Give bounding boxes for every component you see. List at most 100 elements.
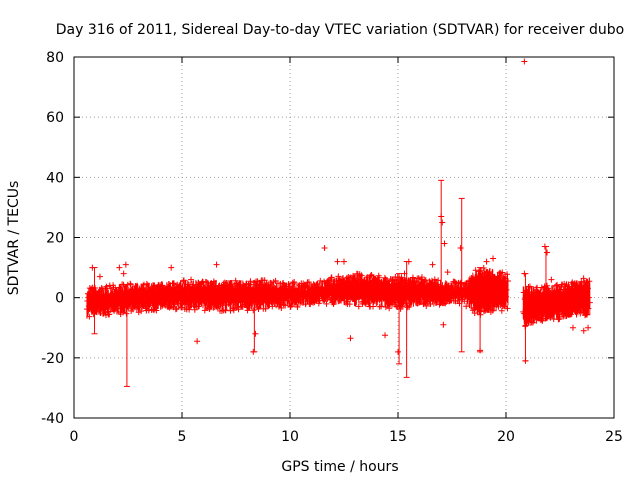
data-point: [490, 255, 497, 262]
data-point: [404, 304, 411, 311]
data-point: [405, 258, 412, 265]
data-point: [168, 264, 175, 271]
data-point: [477, 347, 484, 354]
data-point: [521, 58, 528, 65]
data-point: [218, 308, 225, 315]
data-point: [138, 308, 145, 315]
data-point: [120, 270, 127, 277]
x-tick-label: 20: [497, 429, 515, 445]
data-point: [123, 310, 130, 317]
data-point: [262, 305, 269, 312]
data-point: [213, 261, 220, 268]
data-point: [499, 269, 506, 276]
data-point: [586, 299, 593, 306]
data-point: [86, 313, 93, 320]
data-point: [580, 327, 587, 334]
data-point: [393, 303, 400, 310]
data-point: [580, 275, 587, 282]
data-point: [250, 307, 257, 314]
data-point: [292, 299, 299, 306]
data-point: [472, 267, 479, 274]
data-point: [522, 357, 529, 364]
y-tick-label: 60: [46, 110, 64, 126]
data-point: [244, 307, 251, 314]
x-tick-label: 10: [281, 429, 299, 445]
data-point: [194, 338, 201, 345]
data-point: [122, 261, 129, 268]
data-point: [438, 213, 445, 220]
data-point: [544, 249, 551, 256]
data-point: [526, 283, 533, 290]
data-point: [483, 258, 490, 265]
x-tick-label: 15: [389, 429, 407, 445]
data-point: [278, 305, 285, 312]
data-point: [444, 269, 451, 276]
data-point: [395, 348, 401, 355]
data-point: [252, 330, 259, 337]
data-point: [347, 335, 354, 342]
data-point: [230, 307, 237, 314]
x-tick-label: 0: [70, 429, 79, 445]
data-point: [498, 307, 505, 314]
data-series: [83, 58, 593, 387]
data-point: [185, 281, 192, 288]
y-tick-label: 20: [46, 231, 64, 247]
data-point: [415, 275, 422, 282]
data-point: [116, 264, 123, 271]
data-point: [341, 258, 347, 265]
chart-title: Day 316 of 2011, Sidereal Day-to-day VTE…: [56, 22, 624, 38]
data-point: [429, 261, 436, 268]
data-point: [382, 332, 389, 339]
data-point: [471, 310, 478, 317]
y-tick-label: 40: [46, 170, 64, 186]
data-point: [457, 245, 464, 252]
data-point: [367, 272, 374, 279]
data-point: [431, 276, 438, 283]
data-point: [544, 282, 551, 289]
data-point: [323, 300, 330, 307]
data-point: [106, 311, 113, 318]
data-point: [541, 243, 548, 250]
data-point: [328, 274, 335, 281]
data-point: [504, 305, 511, 312]
data-point: [439, 219, 446, 226]
data-point: [489, 307, 496, 314]
y-tick-label: 0: [55, 291, 64, 307]
data-point: [280, 301, 287, 308]
data-point: [99, 286, 106, 293]
data-point: [250, 348, 257, 355]
data-point: [334, 258, 341, 265]
x-tick-label: 5: [178, 429, 187, 445]
data-point: [172, 306, 179, 313]
data-point: [321, 245, 328, 252]
y-axis-label: SDTVAR / TECUs: [6, 181, 22, 296]
data-point: [103, 283, 110, 290]
data-point: [461, 298, 468, 305]
data-point: [188, 276, 195, 283]
data-point: [521, 270, 528, 277]
x-tick-label: 25: [605, 429, 623, 445]
data-point: [585, 324, 592, 331]
y-tick-label: -20: [41, 351, 64, 367]
data-point: [89, 264, 96, 271]
data-point: [504, 278, 511, 285]
data-point: [282, 302, 289, 309]
axis-ticks: 0 5 10 15 20 25 -40 -20 0 20 40 60 80: [41, 50, 623, 445]
data-point: [399, 303, 406, 310]
grid-lines: [74, 57, 614, 418]
data-point: [548, 276, 555, 283]
data-point: [441, 240, 448, 247]
y-tick-label: 80: [46, 50, 64, 66]
data-point: [569, 324, 576, 331]
data-point: [222, 307, 229, 314]
data-point: [525, 284, 532, 291]
data-point: [180, 277, 187, 284]
data-point: [294, 303, 301, 310]
x-axis-label: GPS time / hours: [281, 459, 398, 475]
data-point: [355, 303, 362, 310]
y-tick-label: -40: [41, 411, 64, 427]
data-point: [280, 280, 287, 287]
data-point: [401, 270, 408, 277]
